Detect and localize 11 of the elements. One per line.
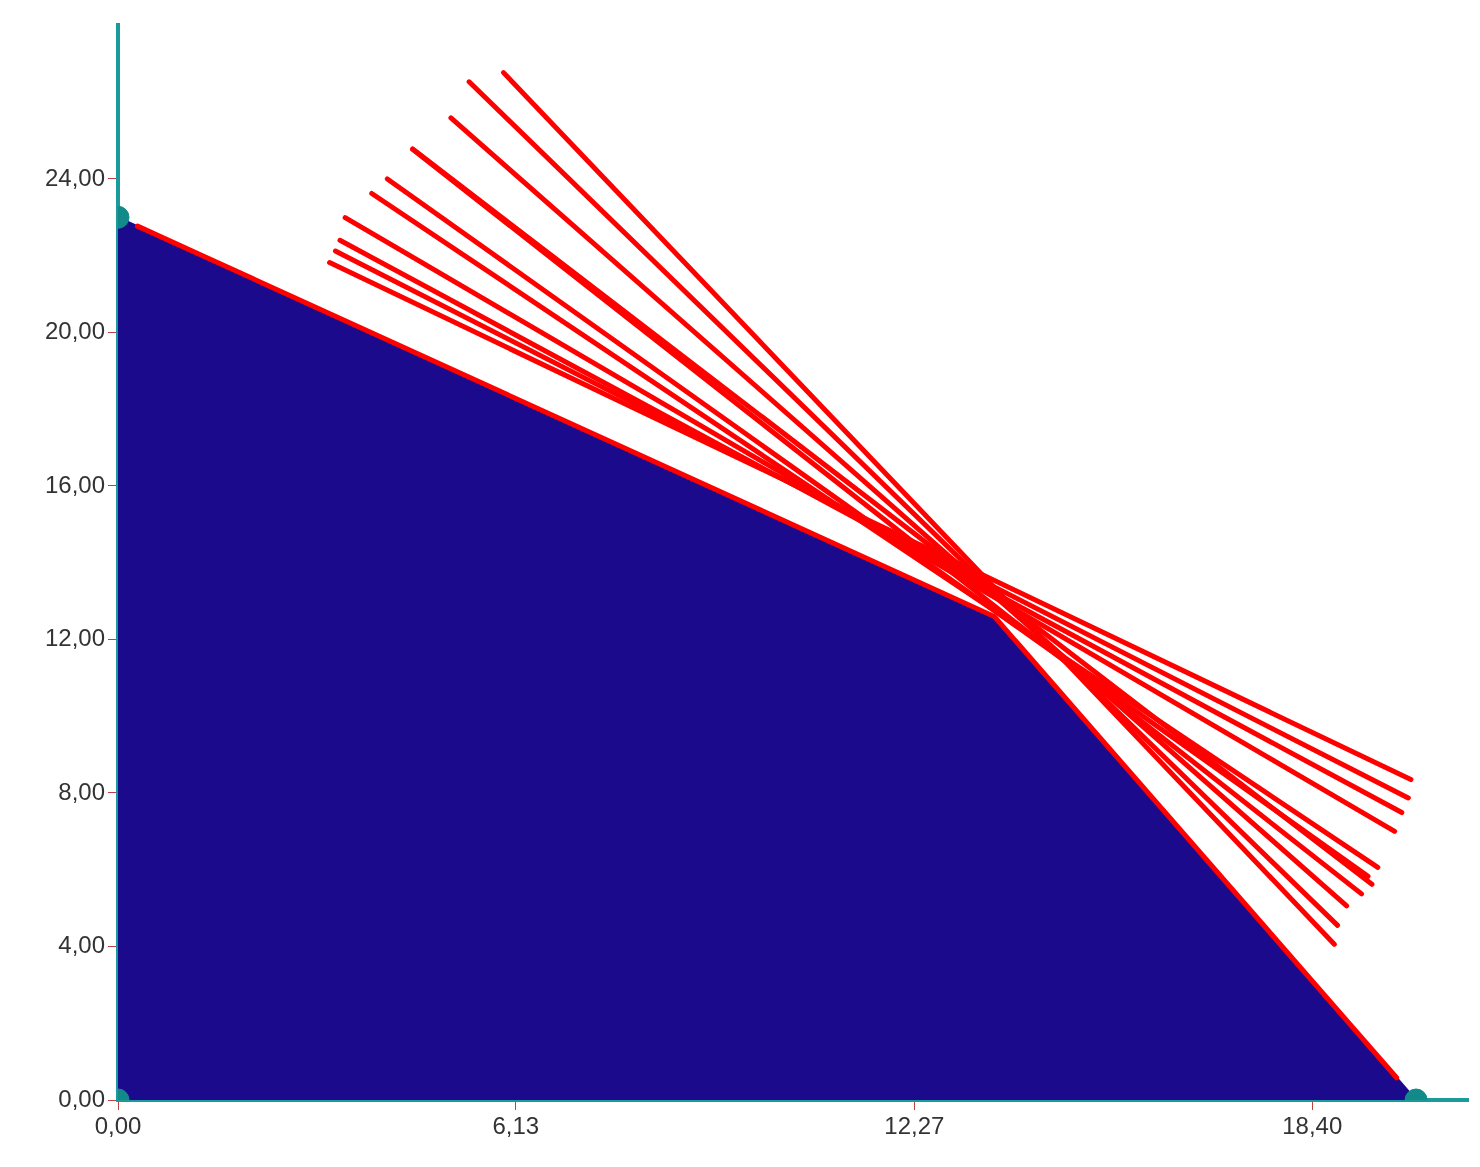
x-tick-label: 18,40 [1282, 1112, 1343, 1140]
y-tick-label: 16,00 [44, 470, 105, 498]
y-tick-label: 20,00 [44, 317, 105, 345]
x-tick-label: 0,00 [94, 1112, 142, 1140]
y-tick-label: 24,00 [44, 163, 105, 191]
y-tick-label: 4,00 [58, 931, 105, 959]
y-tick-label: 12,00 [44, 624, 105, 652]
y-tick-label: 0,00 [58, 1084, 105, 1112]
x-tick-label: 12,27 [884, 1112, 945, 1140]
y-tick-label: 8,00 [58, 777, 105, 805]
x-tick-label: 6,13 [492, 1112, 540, 1140]
